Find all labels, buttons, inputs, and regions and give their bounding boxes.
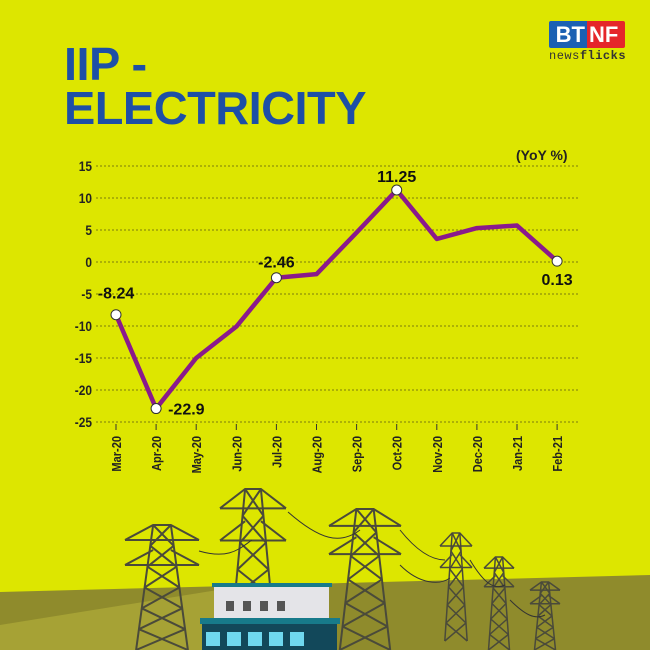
y-tick-label: -10 [75,318,92,334]
pylon-icon [439,532,473,642]
power-wire-icon [509,599,546,618]
x-tick-label: Dec-20 [470,436,485,472]
pylon-icon [328,508,402,650]
series-line [113,187,559,411]
building-ledge [200,618,340,624]
y-tick-label: -25 [75,414,92,430]
y-tick-label: -5 [81,286,92,302]
data-label: -22.9 [168,402,205,419]
x-tick-label: Jul-20 [270,436,285,468]
building-window-icon [260,601,268,611]
logo-nf: NF [587,21,625,48]
y-tick-label: 5 [85,222,92,238]
y-tick-label: 0 [85,254,92,270]
building-window-icon [226,601,234,611]
data-point-marker [150,403,162,415]
building-roof [212,583,332,587]
x-tick-label: Oct-20 [390,436,405,471]
building-window-icon [243,601,251,611]
building-window-icon [248,632,262,646]
data-point-marker [391,184,403,196]
data-label: -2.46 [258,255,295,272]
data-label: 0.13 [542,272,573,289]
x-tick-label: May-20 [189,436,204,474]
x-tick-label: Jun-20 [229,436,244,472]
power-wire-icon [399,564,451,583]
x-tick-label: Feb-21 [550,436,565,472]
data-point-marker [110,309,122,321]
x-tick-label: Sep-20 [350,436,365,472]
unit-label: (YoY %) [516,147,568,163]
data-label: 11.25 [377,169,416,186]
pylon-icon [124,524,200,650]
x-tick-label: Apr-20 [149,436,164,471]
title-line-1: IIP - [64,38,147,90]
x-tick-label: Nov-20 [430,436,445,473]
power-wire-icon [399,529,446,561]
chart-title: IIP - ELECTRICITY [64,38,366,134]
y-tick-label: 15 [79,158,92,174]
x-tick-label: Mar-20 [109,436,124,472]
data-point-marker [270,272,282,284]
data-label: -8.24 [98,286,135,303]
bt-newsflicks-logo: BT NF newsflicks [549,21,627,63]
x-tick-label: Jan-21 [510,436,525,471]
building-window-icon [206,632,220,646]
logo-bt: BT [549,21,587,48]
y-tick-label: 10 [79,190,92,206]
logo-subtitle: newsflicks [549,49,627,63]
y-tick-label: -15 [75,350,92,366]
power-wire-icon [469,559,506,588]
pylon-icon [529,581,561,650]
building-window-icon [269,632,283,646]
power-wire-icon [198,539,253,555]
pylon-icon [483,556,515,650]
x-tick-label: Aug-20 [310,436,325,474]
title-line-2: ELECTRICITY [64,82,366,134]
building-window-icon [290,632,304,646]
building-window-icon [227,632,241,646]
data-point-marker [551,255,563,267]
power-wire-icon [287,511,361,539]
building-window-icon [277,601,285,611]
y-tick-label: -20 [75,382,92,398]
